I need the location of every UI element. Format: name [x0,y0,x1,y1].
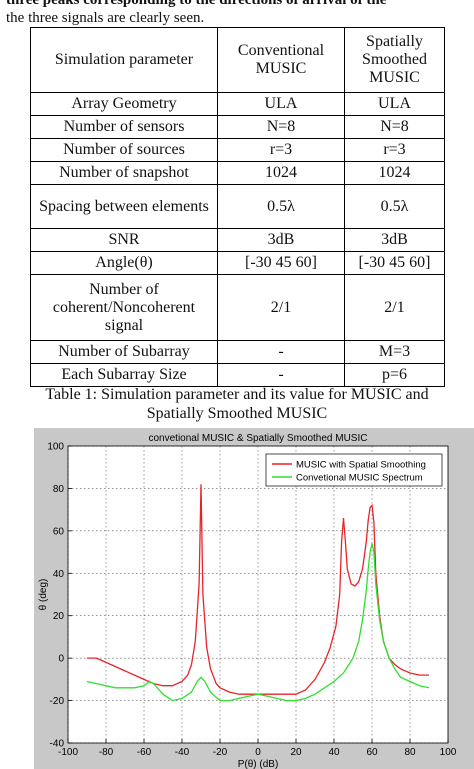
table-row: Number of sensors N=8 N=8 [30,115,445,139]
parameter-value-cell: 1024 [217,161,345,185]
parameter-value-cell: r=3 [344,138,445,162]
parameter-value-cell: 2/1 [344,274,445,341]
y-tick-label: 20 [53,611,65,622]
parameter-name-cell: Spacing between elements [30,184,218,229]
table-row: Spacing between elements 0.5λ 0.5λ [30,184,445,229]
parameter-value-cell: ULA [217,92,345,116]
parameter-value-cell: - [217,340,345,364]
table-row: Number of sources r=3 r=3 [30,138,445,162]
parameter-value-cell: r=3 [217,138,345,162]
intro-line-2: the three signals are clearly seen. [6,10,205,26]
parameter-name-cell: Number of Subarray [30,340,218,364]
parameter-name-cell: SNR [30,228,218,252]
chart-title: convetional MUSIC & Spatially Smoothed M… [149,433,368,444]
x-tick-label: 80 [404,747,416,758]
legend-label: MUSIC with Spatial Smoothing [296,460,426,471]
parameter-value-cell: 0.5λ [217,184,345,229]
parameter-name-cell: Array Geometry [30,92,218,116]
x-tick-label: 20 [290,747,302,758]
parameter-value-cell: N=8 [344,115,445,139]
x-tick-label: -60 [137,747,152,758]
legend-box [265,453,443,487]
table-header-row: Simulation parameter Conventional MUSIC … [30,27,445,93]
y-tick-label: 100 [47,442,64,453]
intro-text: three peaks corresponding to the directi… [6,0,474,27]
parameter-value-cell: [-30 45 60] [217,251,345,275]
parameter-value-cell: - [217,363,345,387]
simulation-parameter-table: Simulation parameter Conventional MUSIC … [30,27,445,387]
parameter-value-cell: p=6 [344,363,445,387]
y-tick-label: 80 [53,484,65,495]
parameter-value-cell: [-30 45 60] [344,251,445,275]
parameter-name-cell: Each Subarray Size [30,363,218,387]
parameter-name-cell: Number of snapshot [30,161,218,185]
music-spectrum-figure: -100 -80 -60 -40 -20 0 20 40 60 80 100 -40 -20 0 20 40 6… [34,428,474,769]
legend-label: Convetional MUSIC Spectrum [296,473,423,484]
caption-line-2: Spatially Smoothed MUSIC [146,405,328,422]
parameter-value-cell: M=3 [344,340,445,364]
table-row: Number of coherent/Noncoherent signal 2/1… [30,274,445,341]
parameter-name-cell: Angle(θ) [30,251,218,275]
y-tick-label: -20 [50,696,65,707]
parameter-value-cell: 3dB [344,228,445,252]
table-row: SNR 3dB 3dB [30,228,445,252]
parameter-value-cell: 1024 [344,161,445,185]
x-tick-label: 60 [366,747,378,758]
table-row: Number of Subarray - M=3 [30,340,445,364]
parameter-value-cell: 3dB [217,228,345,252]
y-tick-label: -40 [50,739,65,750]
header-cell: Conventional MUSIC [217,27,345,93]
parameter-value-cell: 2/1 [217,274,345,341]
parameter-value-cell: ULA [344,92,445,116]
x-tick-label: -40 [175,747,190,758]
y-tick-label: 0 [58,654,64,665]
x-tick-label: 40 [328,747,340,758]
parameter-name-cell: Number of sensors [30,115,218,139]
table-row: Number of snapshot 1024 1024 [30,161,445,185]
table-body: Array Geometry ULA ULA Number of sensors N=8… [30,92,445,387]
table-caption: Table 1: Simulation parameter and its va… [0,385,474,423]
x-tick-label: -100 [58,747,78,758]
series-line [87,484,429,695]
caption-line-1: Table 1: Simulation parameter and its va… [45,386,429,403]
y-tick-label: 40 [53,569,65,580]
header-cell: Simulation parameter [30,27,218,93]
x-axis-label: P(θ) (dB) [238,759,279,769]
series-line [86,543,430,702]
intro-line-1: three peaks corresponding to the directi… [6,0,387,8]
parameter-value-cell: 0.5λ [344,184,445,229]
x-tick-label: 100 [440,747,457,758]
parameter-value-cell: N=8 [217,115,345,139]
table-row: Array Geometry ULA ULA [30,92,445,116]
parameter-name-cell: Number of coherent/Noncoherent signal [30,274,218,341]
table-row: Each Subarray Size - p=6 [30,363,445,387]
header-cell: Spatially Smoothed MUSIC [344,27,445,93]
x-tick-label: 0 [255,747,261,758]
music-spectrum-chart: -100 -80 -60 -40 -20 0 20 40 60 80 100 -40 -20 0 20 40 6… [38,433,457,769]
x-tick-label: -80 [99,747,114,758]
x-tick-label: -20 [213,747,228,758]
y-tick-label: 60 [53,526,65,537]
table-row: Angle(θ) [-30 45 60] [-30 45 60] [30,251,445,275]
y-axis-label: θ (deg) [38,579,49,611]
parameter-name-cell: Number of sources [30,138,218,162]
